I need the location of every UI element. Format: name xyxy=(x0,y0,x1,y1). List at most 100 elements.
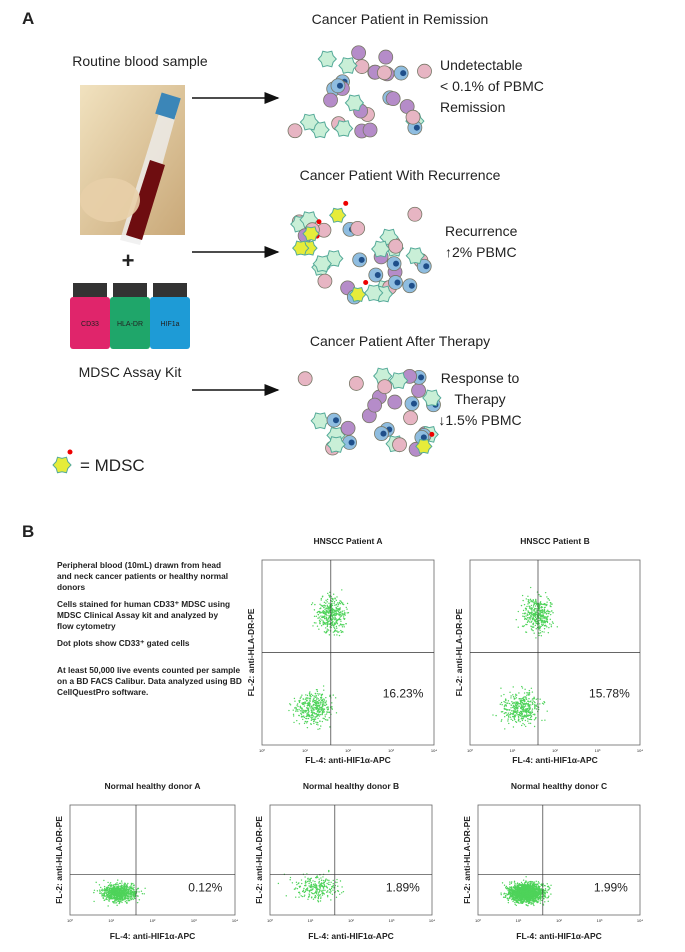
group-result: Recurrence xyxy=(445,223,518,239)
event xyxy=(550,603,551,604)
event xyxy=(540,610,541,611)
event xyxy=(310,887,311,888)
y-axis-label: FL-2: anti-HLA-DR-PE xyxy=(254,816,264,904)
event xyxy=(524,896,525,897)
event xyxy=(104,886,105,887)
event xyxy=(325,607,326,608)
event xyxy=(535,617,536,618)
event xyxy=(297,709,298,710)
cell xyxy=(288,124,302,138)
event xyxy=(321,599,322,600)
event xyxy=(126,901,127,902)
event xyxy=(536,881,537,882)
event xyxy=(524,625,525,626)
event xyxy=(116,891,117,892)
event xyxy=(319,890,320,891)
tick-label: 10³ xyxy=(595,748,601,753)
event xyxy=(511,710,512,711)
event xyxy=(323,704,324,705)
event xyxy=(134,898,135,899)
event xyxy=(508,714,509,715)
event xyxy=(504,728,505,729)
tick-label: 10⁰ xyxy=(67,918,73,923)
event xyxy=(530,615,531,616)
event xyxy=(320,898,321,899)
event xyxy=(344,614,345,615)
event xyxy=(293,714,294,715)
event xyxy=(539,703,540,704)
event xyxy=(304,705,305,706)
event xyxy=(320,615,321,616)
event xyxy=(509,881,510,882)
event xyxy=(316,724,317,725)
event xyxy=(324,709,325,710)
event xyxy=(314,885,315,886)
tick-label: 10² xyxy=(345,748,351,753)
event xyxy=(540,632,541,633)
event xyxy=(340,630,341,631)
group-result: Therapy xyxy=(454,391,505,407)
event xyxy=(530,893,531,894)
event xyxy=(323,685,324,686)
event xyxy=(312,712,313,713)
event xyxy=(338,609,339,610)
event xyxy=(503,694,504,695)
event xyxy=(536,896,537,897)
event xyxy=(538,620,539,621)
event xyxy=(106,897,107,898)
event xyxy=(533,618,534,619)
event xyxy=(509,886,510,887)
event xyxy=(544,622,545,623)
event xyxy=(308,711,309,712)
tick-label: 10¹ xyxy=(302,748,308,753)
event xyxy=(533,599,534,600)
event xyxy=(320,605,321,606)
event xyxy=(294,888,295,889)
cell xyxy=(324,93,338,107)
event xyxy=(333,883,334,884)
event xyxy=(322,706,323,707)
event xyxy=(337,632,338,633)
event xyxy=(539,630,540,631)
event xyxy=(532,700,533,701)
event xyxy=(501,719,502,720)
event xyxy=(527,893,528,894)
event xyxy=(517,710,518,711)
event xyxy=(122,896,123,897)
event xyxy=(532,703,533,704)
event xyxy=(316,698,317,699)
event xyxy=(335,697,336,698)
event xyxy=(99,891,100,892)
event xyxy=(325,702,326,703)
event xyxy=(295,711,296,712)
event xyxy=(303,896,304,897)
event xyxy=(527,888,528,889)
event xyxy=(530,885,531,886)
event xyxy=(301,879,302,880)
event xyxy=(512,714,513,715)
event xyxy=(333,625,334,626)
note: donors xyxy=(57,582,86,592)
event xyxy=(548,897,549,898)
event xyxy=(319,728,320,729)
event xyxy=(531,629,532,630)
event xyxy=(513,716,514,717)
event xyxy=(306,722,307,723)
event xyxy=(304,723,305,724)
event xyxy=(290,704,291,705)
event xyxy=(519,895,520,896)
kit-label: MDSC Assay Kit xyxy=(79,364,182,380)
note: CellQuestPro software. xyxy=(57,687,148,697)
event xyxy=(322,616,323,617)
event xyxy=(514,898,515,899)
tick-label: 10³ xyxy=(389,918,395,923)
event xyxy=(303,698,304,699)
x-axis-label: FL-4: anti-HIF1α-APC xyxy=(305,755,391,765)
event xyxy=(342,624,343,625)
event xyxy=(121,885,122,886)
event xyxy=(347,612,348,613)
event xyxy=(315,707,316,708)
event xyxy=(533,615,534,616)
event xyxy=(528,601,529,602)
event xyxy=(340,601,341,602)
